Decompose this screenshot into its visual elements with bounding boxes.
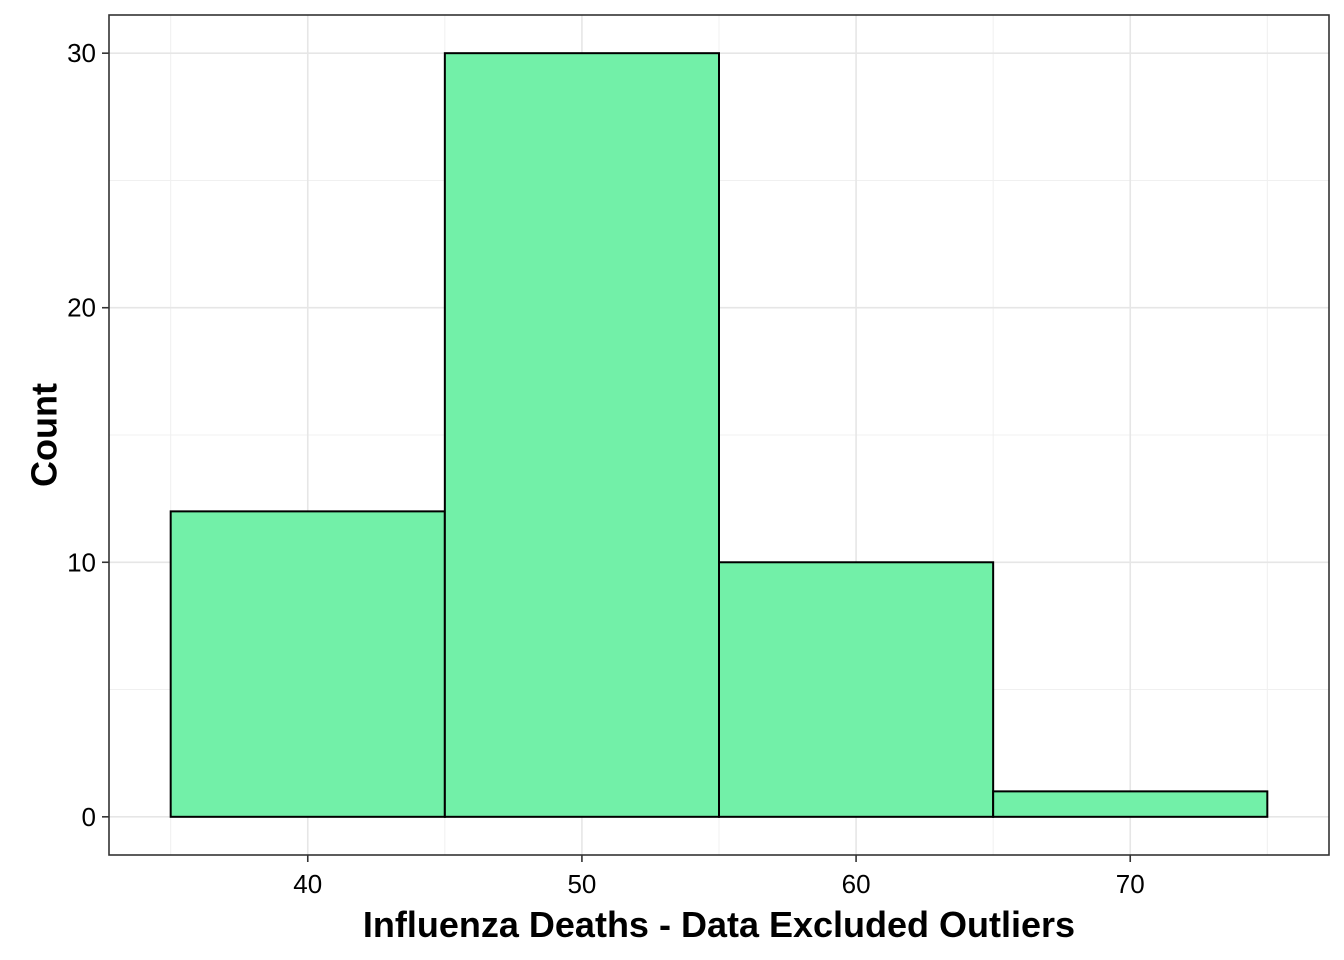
y-axis-title: Count	[24, 383, 65, 487]
bars	[169, 52, 1269, 818]
histogram-bar-1	[169, 510, 446, 818]
x-tick-label: 70	[1116, 869, 1145, 899]
x-tick-label: 50	[567, 869, 596, 899]
x-axis-title: Influenza Deaths - Data Excluded Outlier…	[363, 904, 1075, 945]
y-axis-ticks: 0 10 20 30	[67, 38, 109, 832]
histogram-bar-4	[992, 790, 1269, 818]
x-tick-label: 60	[842, 869, 871, 899]
x-axis-ticks: 40 50 60 70	[293, 855, 1145, 899]
y-tick-label: 30	[67, 38, 96, 68]
y-tick-label: 10	[67, 547, 96, 577]
x-tick-label: 40	[293, 869, 322, 899]
y-tick-label: 20	[67, 293, 96, 323]
histogram-bar-2	[443, 52, 720, 818]
histogram-bar-3	[718, 561, 995, 818]
panel-border	[108, 14, 1330, 856]
y-tick-label: 0	[82, 802, 96, 832]
